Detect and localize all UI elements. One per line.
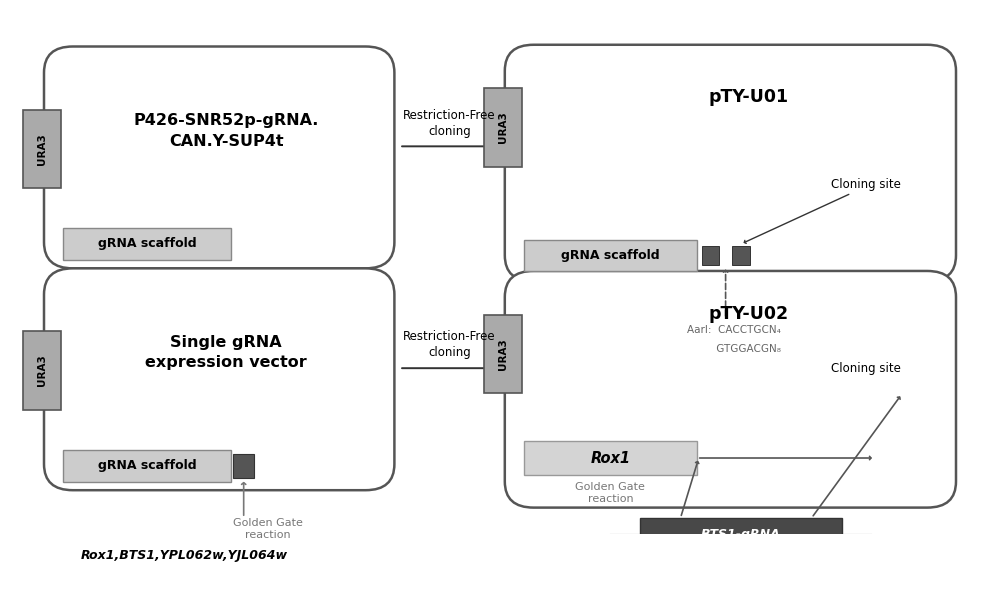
Text: gRNA scaffold: gRNA scaffold bbox=[561, 249, 660, 262]
Bar bbox=[23, 331, 61, 410]
Text: P426-SNR52p-gRNA.
CAN.Y-SUP4t: P426-SNR52p-gRNA. CAN.Y-SUP4t bbox=[134, 113, 319, 148]
Text: URA3: URA3 bbox=[37, 355, 47, 387]
Text: URA3: URA3 bbox=[37, 133, 47, 165]
Text: pTY-U02: pTY-U02 bbox=[708, 305, 789, 323]
Bar bbox=[484, 315, 522, 393]
Text: Cloning site: Cloning site bbox=[831, 178, 901, 192]
Text: Single gRNA
expression vector: Single gRNA expression vector bbox=[145, 335, 307, 371]
Text: gRNA scaffold: gRNA scaffold bbox=[98, 460, 197, 473]
Text: Restriction-Free
cloning: Restriction-Free cloning bbox=[403, 330, 496, 359]
Bar bbox=[640, 518, 842, 551]
Text: URA3: URA3 bbox=[498, 111, 508, 144]
Text: GTGGACGN₈: GTGGACGN₈ bbox=[687, 344, 781, 354]
Text: gRNA scaffold: gRNA scaffold bbox=[98, 237, 197, 250]
Text: Golden Gate
reaction: Golden Gate reaction bbox=[233, 518, 303, 540]
Text: AarI:  CACCTGCN₄: AarI: CACCTGCN₄ bbox=[687, 325, 781, 335]
Text: URA3: URA3 bbox=[498, 338, 508, 369]
Text: Restriction-Free
cloning: Restriction-Free cloning bbox=[403, 109, 496, 138]
Text: pTY-U01: pTY-U01 bbox=[708, 88, 789, 106]
Text: Rox1: Rox1 bbox=[590, 451, 630, 466]
Bar bbox=[702, 246, 719, 265]
Text: Rox1,BTS1,YPL062w,YJL064w: Rox1,BTS1,YPL062w,YJL064w bbox=[81, 549, 288, 562]
Bar bbox=[63, 228, 231, 260]
FancyBboxPatch shape bbox=[44, 269, 394, 490]
Text: Golden Gate
reaction: Golden Gate reaction bbox=[575, 482, 645, 504]
Text: BTS1-gRNA: BTS1-gRNA bbox=[701, 528, 781, 541]
Bar bbox=[524, 240, 697, 271]
Bar bbox=[524, 441, 697, 474]
Bar bbox=[233, 454, 254, 478]
FancyBboxPatch shape bbox=[505, 44, 956, 282]
FancyBboxPatch shape bbox=[44, 46, 394, 269]
Bar bbox=[63, 450, 231, 482]
Bar bbox=[23, 110, 61, 188]
Bar bbox=[732, 246, 750, 265]
FancyBboxPatch shape bbox=[505, 271, 956, 508]
Text: Cloning site: Cloning site bbox=[831, 362, 901, 375]
Bar bbox=[484, 88, 522, 167]
